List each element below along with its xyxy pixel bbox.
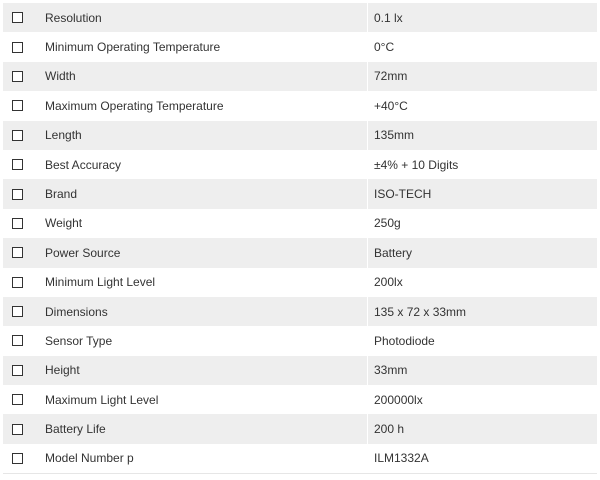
spec-value: 200000lx: [367, 385, 597, 415]
spec-value: 135 x 72 x 33mm: [367, 296, 597, 327]
row-checkbox[interactable]: [12, 247, 23, 259]
spec-row: Sensor Type Photodiode: [3, 326, 597, 356]
checkbox-cell: [3, 179, 45, 209]
checkbox-cell: [3, 3, 45, 33]
row-checkbox[interactable]: [12, 159, 23, 171]
spec-name: Width: [45, 61, 368, 92]
spec-row: Maximum Operating Temperature +40°C: [3, 91, 597, 121]
row-checkbox[interactable]: [12, 217, 23, 229]
spec-name: Dimensions: [45, 296, 368, 327]
spec-name: Model Number p: [45, 443, 368, 474]
spec-name: Minimum Light Level: [45, 267, 368, 297]
spec-row: Power Source Battery: [3, 238, 597, 268]
spec-name: Height: [45, 355, 368, 386]
spec-name: Resolution: [45, 3, 368, 33]
row-checkbox[interactable]: [12, 452, 23, 464]
checkbox-cell: [3, 296, 45, 327]
spec-value: ±4% + 10 Digits: [367, 149, 597, 180]
spec-value: Photodiode: [367, 326, 597, 356]
checkbox-cell: [3, 355, 45, 386]
spec-row: Best Accuracy ±4% + 10 Digits: [3, 149, 597, 180]
checkbox-cell: [3, 32, 45, 62]
checkbox-cell: [3, 443, 45, 474]
checkbox-cell: [3, 414, 45, 444]
row-checkbox[interactable]: [12, 100, 23, 112]
checkbox-cell: [3, 385, 45, 415]
row-checkbox[interactable]: [12, 41, 23, 53]
spec-row: Weight 250g: [3, 208, 597, 239]
spec-row: Width 72mm: [3, 61, 597, 92]
spec-value: +40°C: [367, 91, 597, 121]
row-checkbox[interactable]: [12, 423, 23, 435]
spec-table: Resolution 0.1 lx Minimum Operating Temper…: [3, 3, 597, 474]
spec-row: Minimum Operating Temperature 0°C: [3, 32, 597, 62]
spec-name: Minimum Operating Temperature: [45, 32, 368, 62]
checkbox-cell: [3, 208, 45, 239]
spec-name: Length: [45, 120, 368, 150]
spec-value: Battery: [367, 238, 597, 268]
spec-row: Brand ISO-TECH: [3, 179, 597, 209]
row-checkbox[interactable]: [12, 12, 23, 24]
spec-row: Battery Life 200 h: [3, 414, 597, 444]
spec-row: Dimensions 135 x 72 x 33mm: [3, 296, 597, 327]
spec-value: 200 h: [367, 414, 597, 444]
spec-row: Resolution 0.1 lx: [3, 3, 597, 33]
checkbox-cell: [3, 149, 45, 180]
spec-name: Brand: [45, 179, 368, 209]
spec-value: ILM1332A: [367, 443, 597, 474]
spec-value: 0°C: [367, 32, 597, 62]
spec-value: ISO-TECH: [367, 179, 597, 209]
row-checkbox[interactable]: [12, 129, 23, 141]
row-checkbox[interactable]: [12, 306, 23, 318]
spec-row: Maximum Light Level 200000lx: [3, 385, 597, 415]
spec-value: 135mm: [367, 120, 597, 150]
checkbox-cell: [3, 120, 45, 150]
spec-name: Sensor Type: [45, 326, 368, 356]
checkbox-cell: [3, 61, 45, 92]
row-checkbox[interactable]: [12, 364, 23, 376]
spec-name: Power Source: [45, 238, 368, 268]
row-checkbox[interactable]: [12, 188, 23, 200]
spec-row: Minimum Light Level 200lx: [3, 267, 597, 297]
spec-name: Best Accuracy: [45, 149, 368, 180]
spec-value: 250g: [367, 208, 597, 239]
row-checkbox[interactable]: [12, 70, 23, 82]
checkbox-cell: [3, 267, 45, 297]
row-checkbox[interactable]: [12, 276, 23, 288]
spec-name: Battery Life: [45, 414, 368, 444]
spec-name: Maximum Operating Temperature: [45, 91, 368, 121]
spec-row: Length 135mm: [3, 120, 597, 150]
spec-name: Maximum Light Level: [45, 385, 368, 415]
row-checkbox[interactable]: [12, 394, 23, 406]
spec-value: 72mm: [367, 61, 597, 92]
spec-value: 200lx: [367, 267, 597, 297]
spec-value: 33mm: [367, 355, 597, 386]
row-checkbox[interactable]: [12, 335, 23, 347]
checkbox-cell: [3, 326, 45, 356]
spec-name: Weight: [45, 208, 368, 239]
spec-row: Height 33mm: [3, 355, 597, 386]
checkbox-cell: [3, 238, 45, 268]
spec-row: Model Number p ILM1332A: [3, 443, 597, 474]
spec-value: 0.1 lx: [367, 3, 597, 33]
checkbox-cell: [3, 91, 45, 121]
